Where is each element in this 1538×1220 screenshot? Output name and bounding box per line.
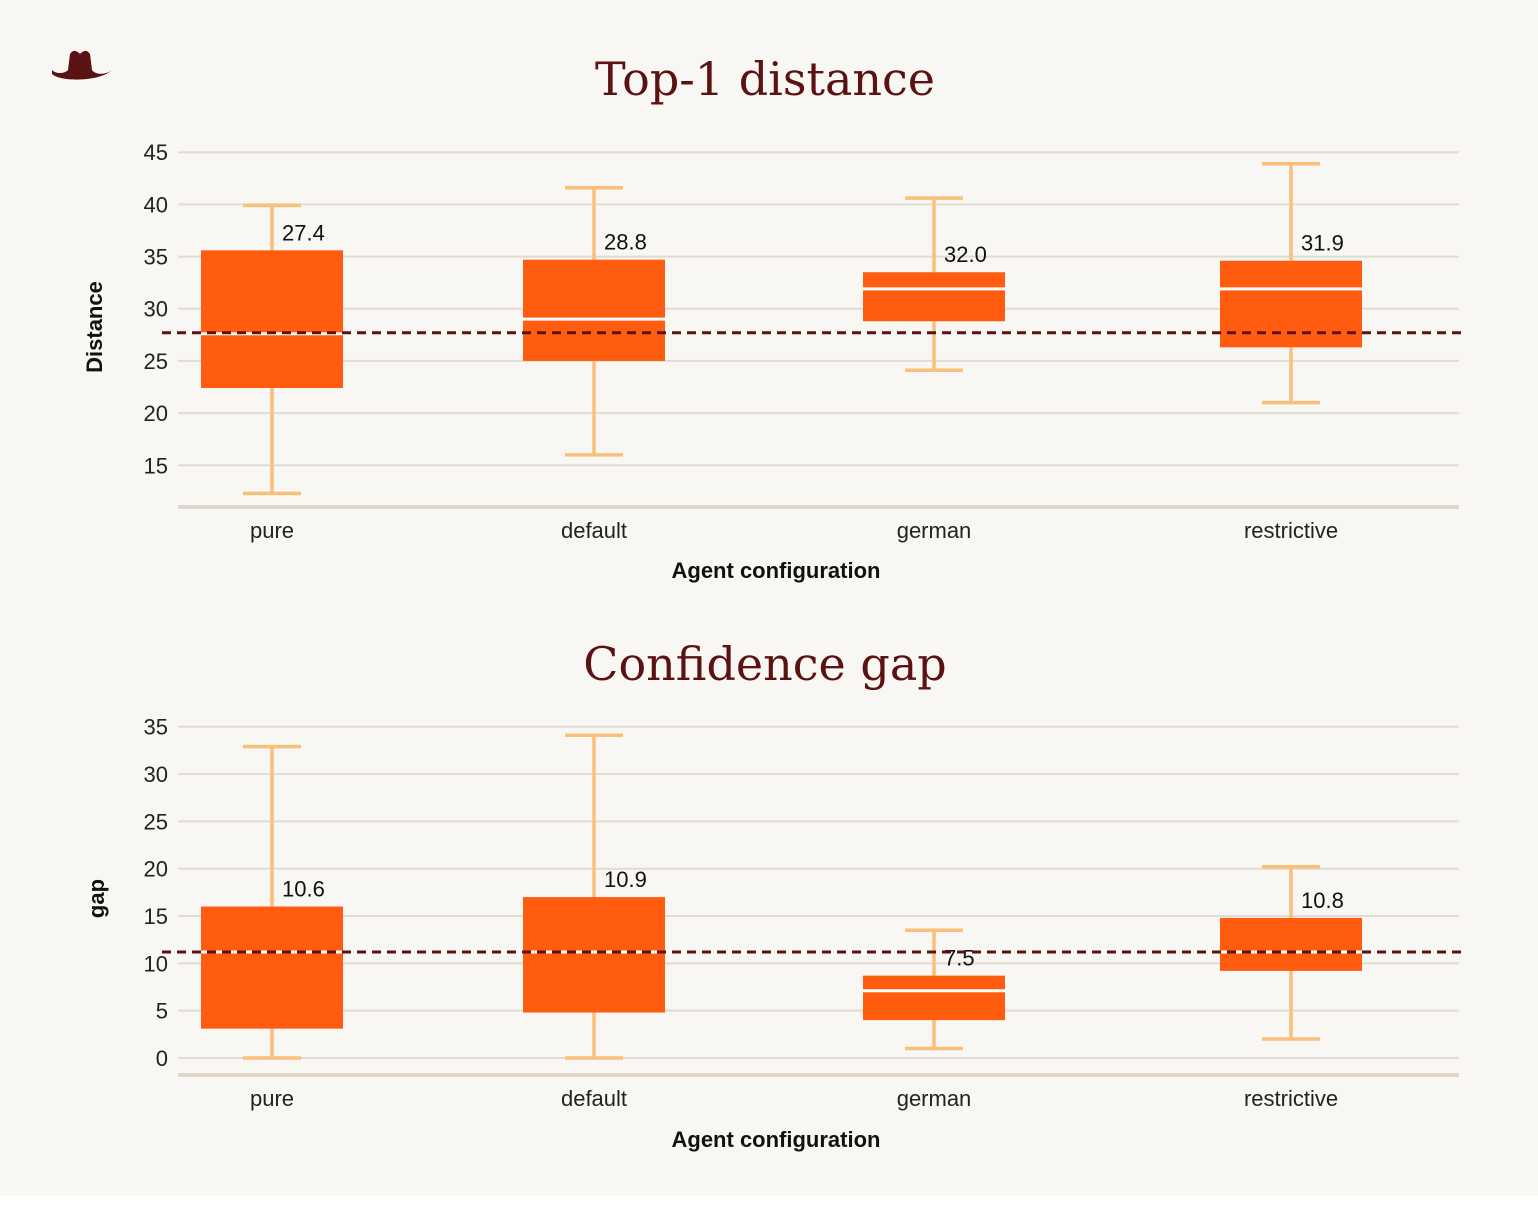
x-axis-label: Agent configuration <box>672 558 881 583</box>
box-german: 32.0 <box>863 196 1005 373</box>
y-tick-label: 15 <box>144 453 168 478</box>
iqr-box <box>201 250 343 389</box>
iqr-box <box>523 259 665 361</box>
data-label: 28.8 <box>604 230 647 255</box>
data-label: 31.9 <box>1301 231 1344 256</box>
y-tick-label: 35 <box>144 245 168 270</box>
data-label: 10.8 <box>1301 888 1344 913</box>
x-tick-label: german <box>897 1086 972 1111</box>
y-tick-label: 25 <box>144 809 168 834</box>
iqr-box <box>863 975 1005 1021</box>
iqr-box <box>201 906 343 1029</box>
box-german: 7.5 <box>863 928 1005 1051</box>
y-tick-label: 15 <box>144 904 168 929</box>
x-tick-label: restrictive <box>1244 518 1338 543</box>
top1-distance-chart: Top-1 distance 15 20 25 30 35 40 45 27.4 pure 28.8… <box>82 52 1464 583</box>
y-tick-label: 0 <box>156 1046 168 1071</box>
y-tick-label: 40 <box>144 192 168 217</box>
chart-title: Top-1 distance <box>595 52 935 106</box>
data-label: 10.6 <box>282 877 325 902</box>
x-axis-label: Agent configuration <box>672 1127 881 1152</box>
cowboy-hat-icon <box>52 50 112 80</box>
iqr-box <box>523 897 665 1013</box>
chart-title: Confidence gap <box>583 637 946 691</box>
y-tick-label: 20 <box>144 857 168 882</box>
data-label: 10.9 <box>604 867 647 892</box>
confidence-gap-chart: Confidence gap 0 5 10 15 20 25 30 35 10.6 pure 10.9… <box>84 637 1464 1152</box>
y-tick-label: 35 <box>144 715 168 740</box>
y-tick-label: 25 <box>144 349 168 374</box>
iqr-box <box>1220 917 1362 971</box>
y-tick-label: 30 <box>144 762 168 787</box>
y-tick-label: 45 <box>144 140 168 165</box>
iqr-box <box>1220 260 1362 348</box>
y-tick-label: 20 <box>144 401 168 426</box>
y-tick-label: 30 <box>144 297 168 322</box>
x-tick-label: default <box>561 1086 627 1111</box>
y-axis-label: Distance <box>82 281 107 373</box>
data-label: 7.5 <box>944 946 975 971</box>
iqr-box <box>863 272 1005 322</box>
box-pure: 27.4 <box>201 203 343 496</box>
data-label: 27.4 <box>282 220 325 245</box>
box-restrictive: 31.9 <box>1220 161 1362 405</box>
x-tick-label: default <box>561 518 627 543</box>
y-axis-label: gap <box>84 879 109 918</box>
box-pure: 10.6 <box>201 744 343 1060</box>
x-tick-label: pure <box>250 1086 294 1111</box>
x-tick-label: german <box>897 518 972 543</box>
y-tick-label: 5 <box>156 999 168 1024</box>
data-label: 32.0 <box>944 242 987 267</box>
box-default: 10.9 <box>523 733 665 1060</box>
box-default: 28.8 <box>523 185 665 457</box>
x-tick-label: pure <box>250 518 294 543</box>
x-tick-label: restrictive <box>1244 1086 1338 1111</box>
y-tick-label: 10 <box>144 951 168 976</box>
